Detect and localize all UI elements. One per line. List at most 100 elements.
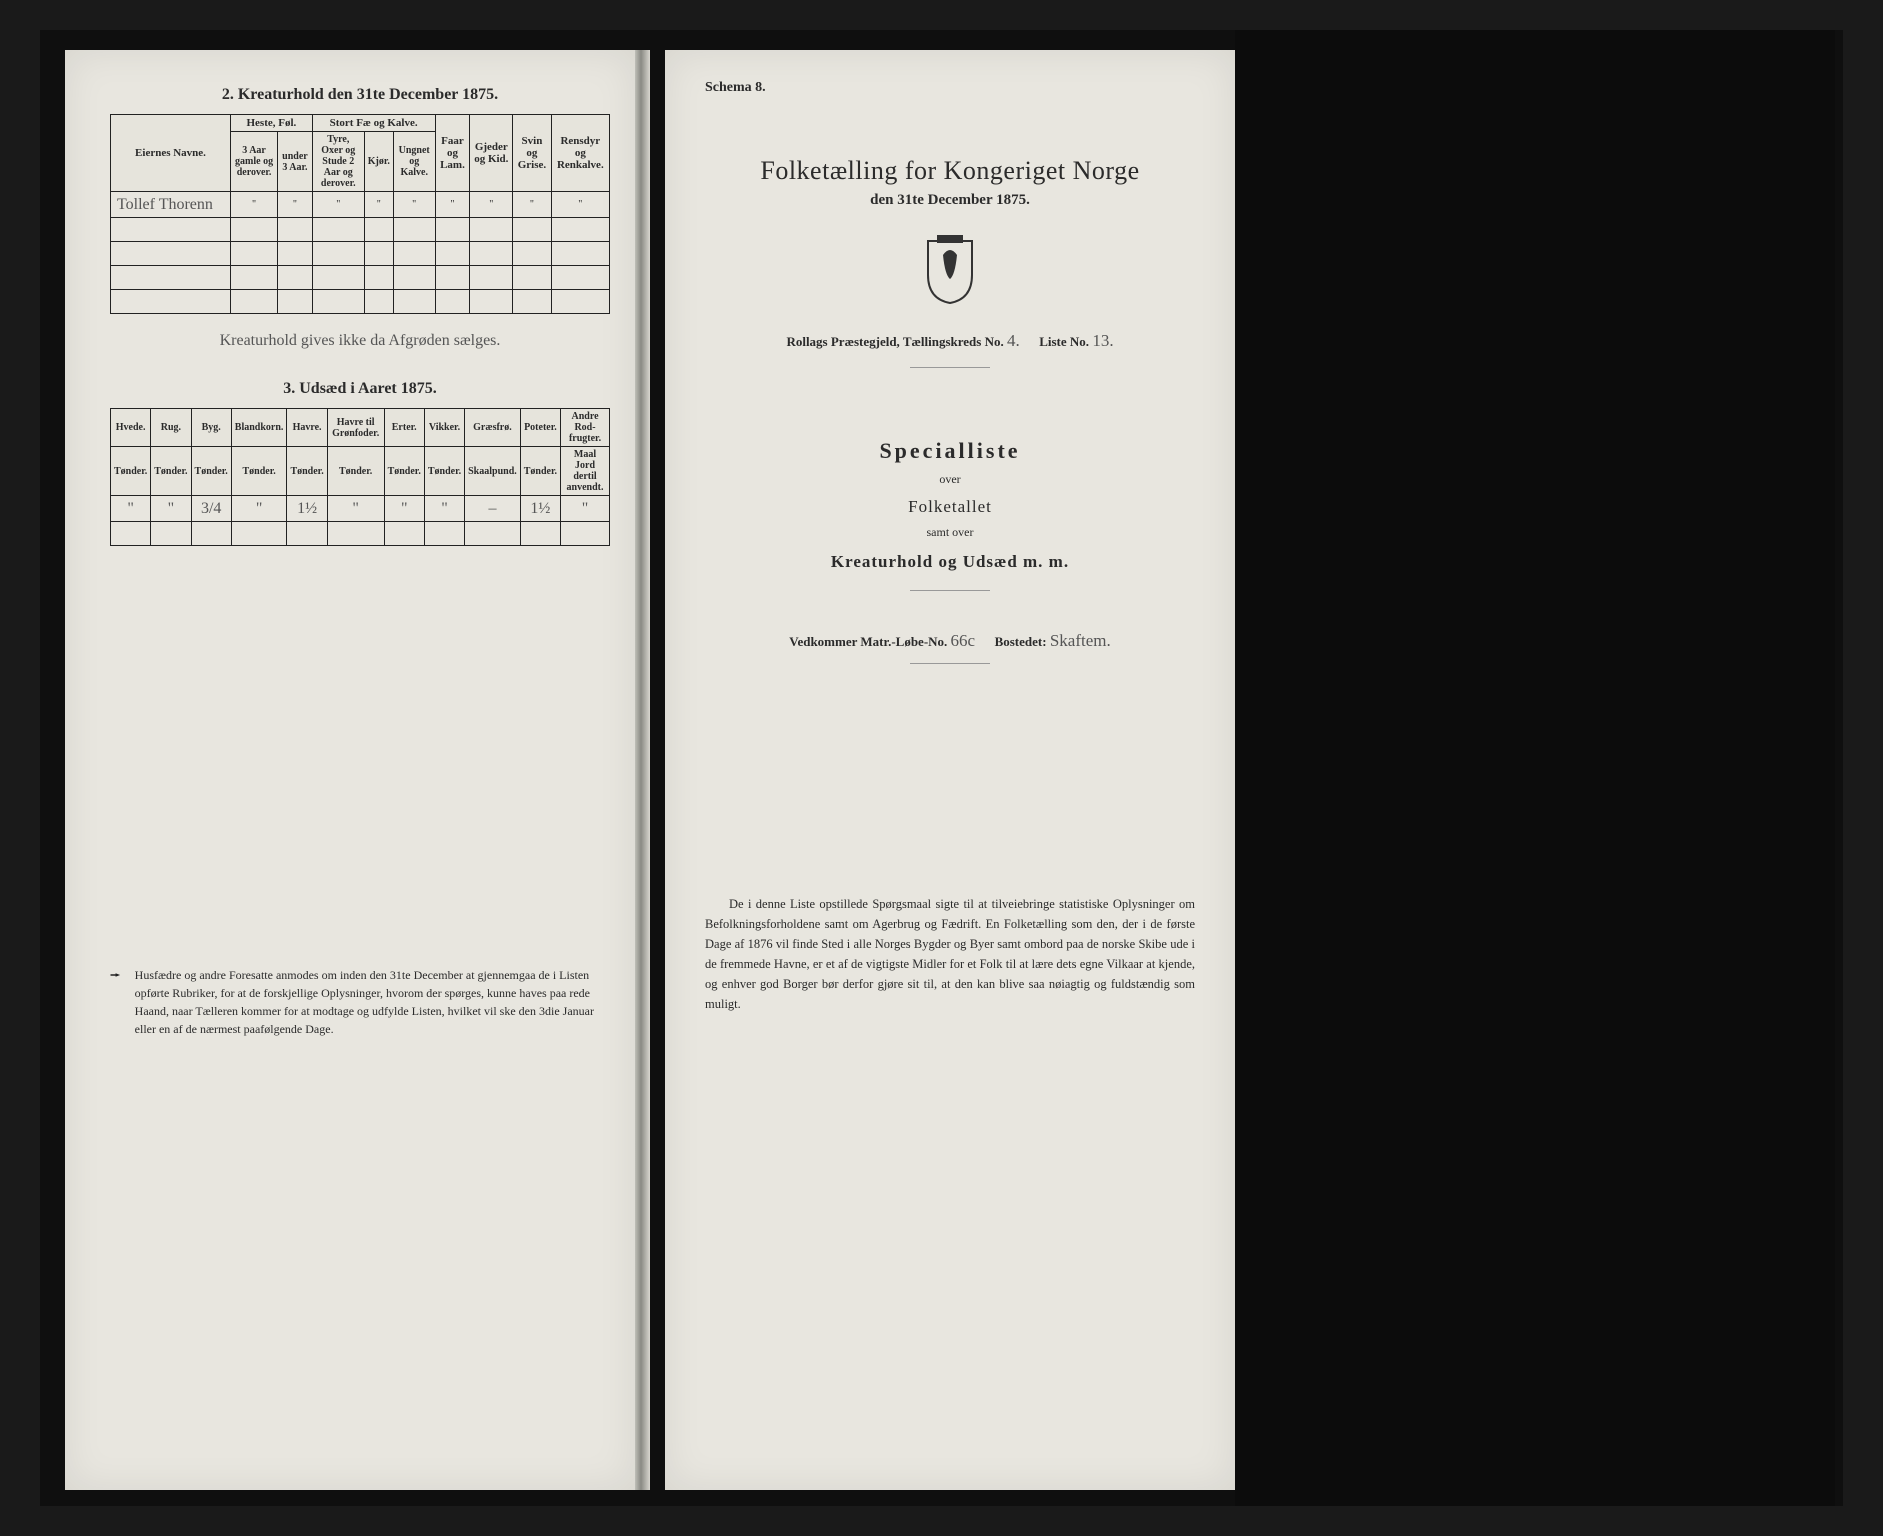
left-page: 2. Kreaturhold den 31te December 1875. E…	[65, 50, 635, 1490]
handwritten-note: Kreaturhold gives ikke da Afgrøden sælge…	[110, 332, 610, 350]
census-title: Folketælling for Kongeriget Norge	[705, 156, 1195, 186]
col-cattle-group: Stort Fæ og Kalve.	[312, 115, 435, 132]
section2-title: 2. Kreaturhold den 31te December 1875.	[110, 86, 610, 104]
specialliste-title: Specialliste	[705, 438, 1195, 464]
col: Blandkorn.	[231, 409, 287, 447]
udsaed-table: Hvede. Rug. Byg. Blandkorn. Havre. Havre…	[110, 408, 610, 546]
parish-no: 4.	[1007, 331, 1020, 350]
table-row	[111, 290, 610, 314]
cell: "	[435, 192, 470, 218]
cell: "	[393, 192, 435, 218]
vedk-no: 66c	[951, 631, 976, 650]
census-date: den 31te December 1875.	[705, 192, 1195, 209]
sub: Tønder.	[384, 447, 424, 496]
cell: "	[384, 496, 424, 522]
sub: Tønder.	[191, 447, 231, 496]
sub: Maal Jord dertil anvendt.	[561, 447, 610, 496]
schema-label: Schema 8.	[705, 80, 1195, 96]
cell: 1½	[520, 496, 560, 522]
col-goat: Gjeder og Kid.	[470, 115, 513, 192]
col-horse-a: 3 Aar gamle og derover.	[231, 132, 278, 192]
header-row: Hvede. Rug. Byg. Blandkorn. Havre. Havre…	[111, 409, 610, 447]
cell: –	[465, 496, 521, 522]
col: Græsfrø.	[465, 409, 521, 447]
cell: "	[231, 192, 278, 218]
col-cattle-b: Kjør.	[364, 132, 393, 192]
col: Erter.	[384, 409, 424, 447]
col-sheep: Faar og Lam.	[435, 115, 470, 192]
bostedet-value: Skaftem.	[1050, 631, 1111, 650]
bostedet-label: Bostedet:	[995, 634, 1047, 649]
sub: Tønder.	[111, 447, 151, 496]
list-no: 13.	[1092, 331, 1113, 350]
sub: Tønder.	[520, 447, 560, 496]
cell: "	[278, 192, 313, 218]
divider	[910, 367, 990, 368]
col: Poteter.	[520, 409, 560, 447]
divider	[910, 590, 990, 591]
table-row	[111, 522, 610, 546]
sub: Tønder.	[151, 447, 191, 496]
footer-note: Husfædre og andre Foresatte anmodes om i…	[110, 966, 610, 1038]
parish-line: Rollags Præstegjeld, Tællingskreds No. 4…	[705, 331, 1195, 351]
col-pig: Svin og Grise.	[513, 115, 551, 192]
right-page: Schema 8. Folketælling for Kongeriget No…	[665, 50, 1235, 1490]
explanatory-paragraph: De i denne Liste opstillede Spørgsmaal s…	[705, 894, 1195, 1014]
cell: "	[551, 192, 609, 218]
vedk-label: Vedkommer Matr.-Løbe-No.	[789, 634, 947, 649]
vedkommer-line: Vedkommer Matr.-Løbe-No. 66c Bostedet: S…	[705, 631, 1195, 651]
col: Rug.	[151, 409, 191, 447]
sub: Skaalpund.	[465, 447, 521, 496]
samt-label: samt over	[705, 525, 1195, 540]
cell: "	[151, 496, 191, 522]
col: Havre til Grønfoder.	[327, 409, 384, 447]
col-cattle-a: Tyre, Oxer og Stude 2 Aar og derover.	[312, 132, 364, 192]
divider	[910, 663, 990, 664]
sub: Tønder.	[231, 447, 287, 496]
folketallet-label: Folketallet	[705, 497, 1195, 517]
book-gutter	[635, 50, 650, 1490]
col: Vikker.	[424, 409, 464, 447]
col: Hvede.	[111, 409, 151, 447]
owner-name: Tollef Thorenn	[111, 192, 231, 218]
cell: "	[327, 496, 384, 522]
cell: "	[470, 192, 513, 218]
sub: Tønder.	[327, 447, 384, 496]
table-row: " " 3/4 " 1½ " " " – 1½ "	[111, 496, 610, 522]
pointing-hand-icon	[110, 966, 123, 984]
subheader-row: Tønder. Tønder. Tønder. Tønder. Tønder. …	[111, 447, 610, 496]
col-owner: Eiernes Navne.	[111, 115, 231, 192]
table-row: Tollef Thorenn " " " " " " " " "	[111, 192, 610, 218]
list-label: Liste No.	[1039, 334, 1089, 349]
kreaturhold-label: Kreaturhold og Udsæd m. m.	[705, 552, 1195, 572]
cell: "	[312, 192, 364, 218]
col: Andre Rod-frugter.	[561, 409, 610, 447]
dark-margin	[1235, 30, 1835, 1506]
cell: "	[231, 496, 287, 522]
sub: Tønder.	[424, 447, 464, 496]
table-row	[111, 266, 610, 290]
kreaturhold-table: Eiernes Navne. Heste, Føl. Stort Fæ og K…	[110, 114, 610, 314]
over-label: over	[705, 472, 1195, 487]
cell: "	[424, 496, 464, 522]
parish-label: Rollags Præstegjeld, Tællingskreds No.	[786, 334, 1003, 349]
book-spread: 2. Kreaturhold den 31te December 1875. E…	[40, 30, 1843, 1506]
sub: Tønder.	[287, 447, 327, 496]
table-row	[111, 218, 610, 242]
col-rein: Rensdyr og Renkalve.	[551, 115, 609, 192]
section3-title: 3. Udsæd i Aaret 1875.	[110, 380, 610, 398]
footer-text: Husfædre og andre Foresatte anmodes om i…	[135, 966, 610, 1038]
cell: 3/4	[191, 496, 231, 522]
col: Havre.	[287, 409, 327, 447]
coat-of-arms-icon	[705, 235, 1195, 305]
table-row	[111, 242, 610, 266]
col-horse-group: Heste, Føl.	[231, 115, 313, 132]
col: Byg.	[191, 409, 231, 447]
cell: "	[561, 496, 610, 522]
col-horse-b: under 3 Aar.	[278, 132, 313, 192]
cell: 1½	[287, 496, 327, 522]
cell: "	[111, 496, 151, 522]
cell: "	[513, 192, 551, 218]
col-cattle-c: Ungnet og Kalve.	[393, 132, 435, 192]
cell: "	[364, 192, 393, 218]
